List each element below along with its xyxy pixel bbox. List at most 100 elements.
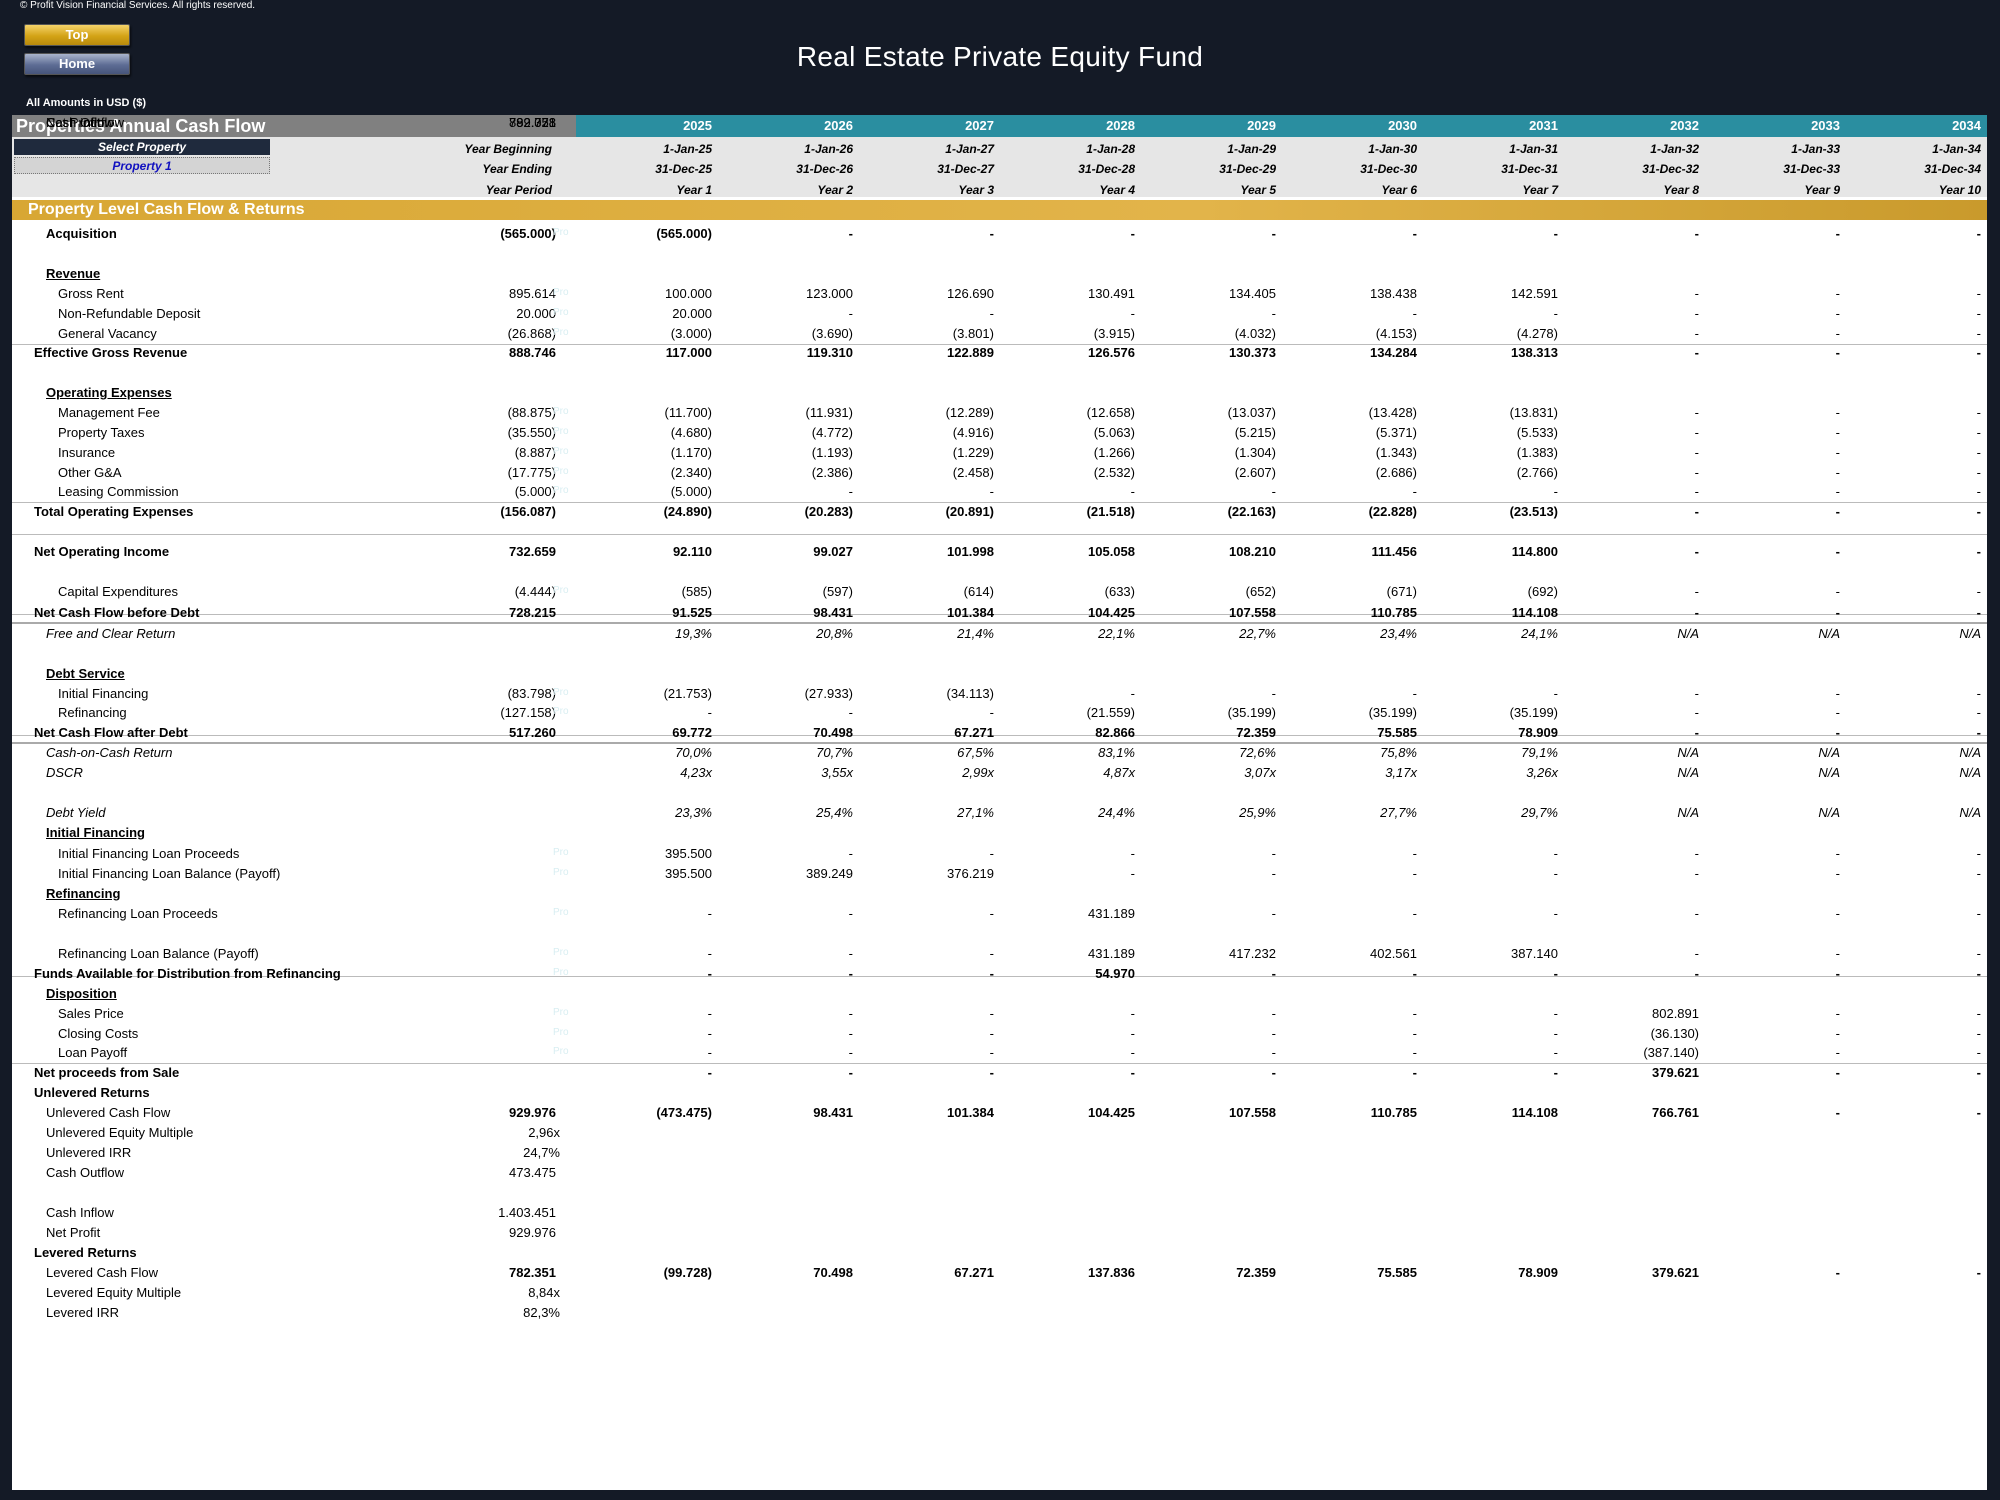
row-value: - xyxy=(1976,846,1981,861)
row-value: - xyxy=(1835,1026,1840,1041)
row-label: Levered Returns xyxy=(34,1245,137,1260)
row-value: (1.229) xyxy=(952,445,994,460)
row-value: - xyxy=(1694,286,1699,301)
row-value: 69.772 xyxy=(672,725,712,740)
row-value: - xyxy=(989,226,994,241)
row-total: (35.550) xyxy=(507,425,556,440)
row-value: 114.108 xyxy=(1511,605,1558,620)
row-value: N/A xyxy=(1818,626,1840,641)
row-value: - xyxy=(1412,906,1417,921)
year-period-cell: Year 5 xyxy=(1240,183,1276,197)
row-value: - xyxy=(989,1006,994,1021)
row-value: 107.558 xyxy=(1229,605,1276,620)
row-value: - xyxy=(1835,326,1840,341)
row-value: - xyxy=(1835,544,1840,559)
year-beginning-cell: 1-Jan-27 xyxy=(945,142,994,156)
row-label: Management Fee xyxy=(58,405,160,420)
select-property-label: Select Property xyxy=(14,139,270,155)
year-period-cell: Year 2 xyxy=(817,183,853,197)
year-header: 2034 xyxy=(1952,118,1981,133)
pro-marker: Pro xyxy=(553,426,569,437)
year-header: 2029 xyxy=(1247,118,1276,133)
row-value: 3,17x xyxy=(1385,765,1417,780)
row-value: - xyxy=(1412,1065,1417,1080)
row-value: - xyxy=(1553,306,1558,321)
row-value: 142.591 xyxy=(1511,286,1558,301)
top-button[interactable]: Top xyxy=(24,24,130,46)
header-bar: Properties Annual Cash Flow xyxy=(12,115,1987,137)
row-value: - xyxy=(1835,226,1840,241)
row-value: - xyxy=(1976,584,1981,599)
row-value: - xyxy=(1835,286,1840,301)
row-label: Operating Expenses xyxy=(46,385,172,400)
home-button[interactable]: Home xyxy=(24,53,130,75)
row-total: 782.351 xyxy=(509,1265,556,1280)
row-value: (473.475) xyxy=(656,1105,712,1120)
row-value: - xyxy=(1694,725,1699,740)
row-value: 54.970 xyxy=(1095,966,1135,981)
row-value: - xyxy=(848,306,853,321)
row-value: - xyxy=(1694,946,1699,961)
row-value: 137.836 xyxy=(1088,1265,1135,1280)
row-value: (2.686) xyxy=(1375,465,1417,480)
row-label: Unlevered Cash Flow xyxy=(46,1105,171,1120)
row-value: 114.800 xyxy=(1511,544,1558,559)
header-label: Year Ending xyxy=(482,162,552,176)
row-value: 431.189 xyxy=(1088,906,1135,921)
page-title: Real Estate Private Equity Fund xyxy=(796,41,1204,72)
row-value: (36.130) xyxy=(1650,1026,1699,1041)
row-value: - xyxy=(1553,966,1558,981)
row-value: 70.498 xyxy=(813,1265,853,1280)
year-beginning-cell: 1-Jan-30 xyxy=(1368,142,1417,156)
row-value: - xyxy=(1412,866,1417,881)
year-header: 2031 xyxy=(1529,118,1558,133)
row-value: - xyxy=(1130,306,1135,321)
row-value: - xyxy=(1694,866,1699,881)
row-value: (4.916) xyxy=(952,425,994,440)
row-value: 110.785 xyxy=(1370,1105,1417,1120)
row-value: 138.313 xyxy=(1511,345,1558,360)
row-value: 92.110 xyxy=(672,544,712,559)
row-value: 126.690 xyxy=(947,286,994,301)
row-value: 402.561 xyxy=(1370,946,1417,961)
row-value: - xyxy=(1976,345,1981,360)
row-total: (17.775) xyxy=(507,465,556,480)
row-value: - xyxy=(989,1065,994,1080)
row-value: 91.525 xyxy=(672,605,712,620)
row-value: - xyxy=(1130,1006,1135,1021)
header-label: Year Period xyxy=(485,183,552,197)
row-value: 395.500 xyxy=(665,866,712,881)
row-value: - xyxy=(1976,1026,1981,1041)
row-value: - xyxy=(1835,686,1840,701)
row-value: 107.558 xyxy=(1229,1105,1276,1120)
row-value: (3.690) xyxy=(811,326,853,341)
copyright-notice: © Profit Vision Financial Services. All … xyxy=(20,0,256,11)
row-value: (21.559) xyxy=(1086,705,1135,720)
row-total: 2,96x xyxy=(528,1125,560,1140)
row-value: 21,4% xyxy=(957,626,994,641)
row-value: (5.533) xyxy=(1516,425,1558,440)
row-value: 134.405 xyxy=(1229,286,1276,301)
property-selector[interactable]: Property 1 xyxy=(14,157,270,174)
row-value: - xyxy=(1412,1045,1417,1060)
row-value: - xyxy=(989,906,994,921)
row-value: - xyxy=(1694,326,1699,341)
row-value: - xyxy=(1412,686,1417,701)
year-ending-cell: 31-Dec-32 xyxy=(1642,162,1699,176)
row-value: - xyxy=(848,846,853,861)
row-value: - xyxy=(1835,504,1840,519)
row-value: - xyxy=(707,1045,712,1060)
row-value: - xyxy=(1835,345,1840,360)
row-value: - xyxy=(1976,725,1981,740)
row-label: Net proceeds from Sale xyxy=(34,1065,180,1080)
row-label: Acquisition xyxy=(46,226,117,241)
row-value: - xyxy=(1976,544,1981,559)
row-value: - xyxy=(1694,484,1699,499)
row-label: Net Operating Income xyxy=(34,544,170,559)
row-separator xyxy=(12,534,1987,535)
year-header: 2026 xyxy=(824,118,853,133)
row-value: (597) xyxy=(822,584,853,599)
row-value: - xyxy=(1553,1026,1558,1041)
row-value: - xyxy=(1835,405,1840,420)
row-value: 29,7% xyxy=(1521,805,1558,820)
